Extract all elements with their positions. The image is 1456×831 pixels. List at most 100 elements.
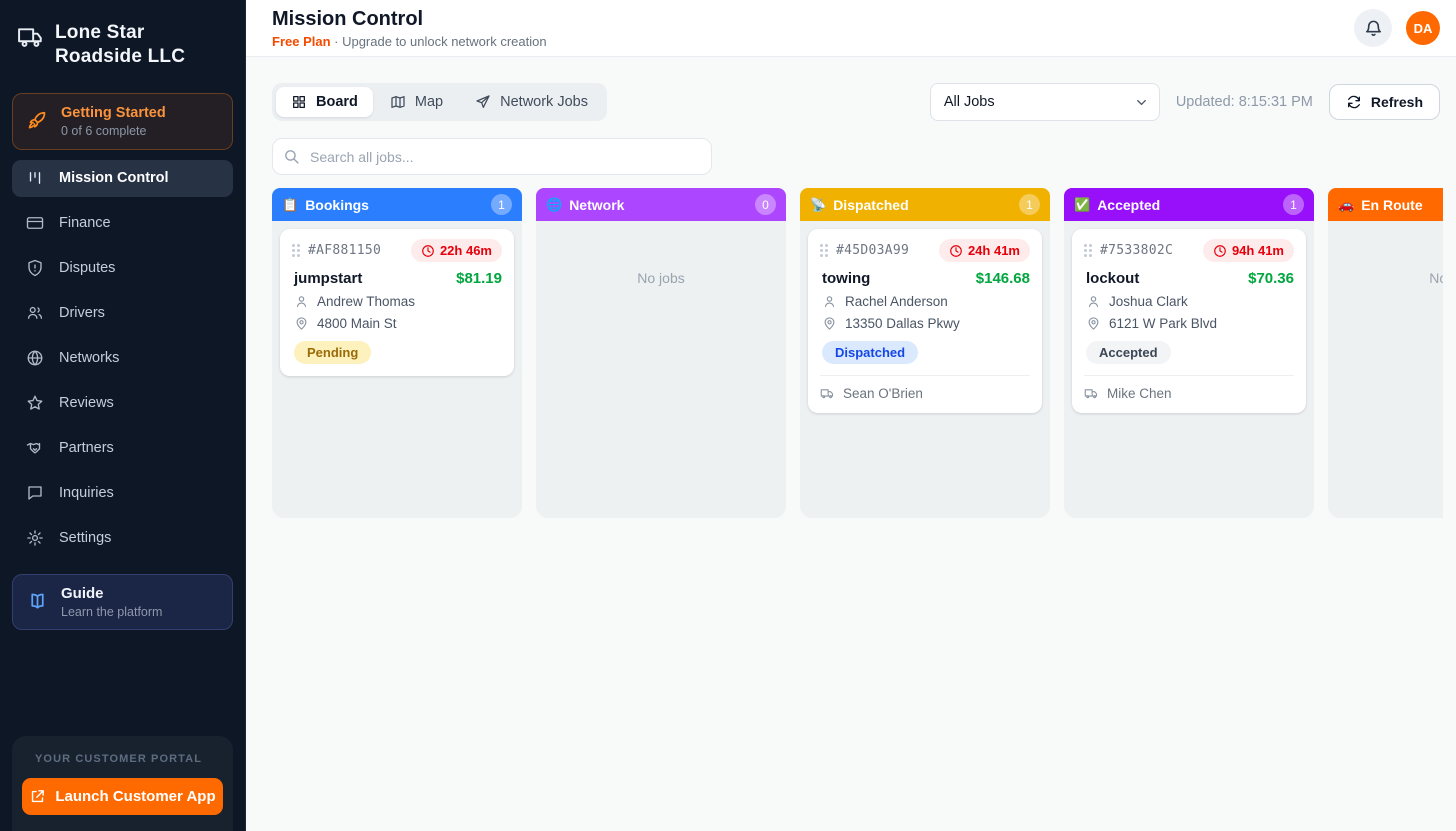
plan-upgrade-note: · Upgrade to unlock network creation bbox=[330, 33, 547, 49]
star-icon bbox=[26, 394, 44, 412]
column-title: En Route bbox=[1361, 196, 1423, 213]
column-emoji-icon: 🚗 bbox=[1338, 197, 1355, 212]
job-customer: Andrew Thomas bbox=[317, 294, 416, 309]
column-en-route: 🚗 En Route No jobs bbox=[1328, 188, 1443, 518]
column-accepted: ✅ Accepted 1 #7533802C 94h 41m lockout $70.36 J… bbox=[1064, 188, 1314, 518]
drag-handle-icon[interactable] bbox=[292, 244, 300, 257]
job-driver: Mike Chen bbox=[1107, 386, 1172, 401]
sidebar-item-mission-control[interactable]: Mission Control bbox=[12, 159, 233, 197]
sidebar-item-networks[interactable]: Networks bbox=[12, 340, 233, 377]
column-count-badge: 0 bbox=[755, 194, 776, 215]
column-count-badge: 1 bbox=[491, 194, 512, 215]
column-count-badge: 1 bbox=[1283, 194, 1304, 215]
sidebar-item-finance[interactable]: Finance bbox=[12, 205, 233, 242]
status-badge: Pending bbox=[294, 341, 372, 364]
toolbar: Board Map Network Jobs All Jobs Updated: 8… bbox=[272, 83, 1440, 121]
tab-network-jobs[interactable]: Network Jobs bbox=[460, 87, 603, 117]
column-count-badge: 1 bbox=[1019, 194, 1040, 215]
job-address: 4800 Main St bbox=[317, 316, 397, 331]
search-wrap bbox=[272, 138, 712, 175]
drag-handle-icon[interactable] bbox=[1084, 244, 1092, 257]
search-input[interactable] bbox=[272, 138, 712, 175]
plan-badge[interactable]: Free Plan bbox=[272, 33, 331, 49]
driver-row: Mike Chen bbox=[1084, 375, 1294, 401]
truck-icon bbox=[18, 25, 44, 51]
content-area: Board Map Network Jobs All Jobs Updated: 8… bbox=[246, 57, 1456, 831]
sidebar-item-reviews[interactable]: Reviews bbox=[12, 385, 233, 422]
sidebar-item-drivers[interactable]: Drivers bbox=[12, 295, 233, 332]
customer-portal-panel: YOUR CUSTOMER PORTAL Launch Customer App bbox=[12, 736, 233, 831]
timer-badge: 24h 41m bbox=[938, 239, 1030, 262]
job-customer: Joshua Clark bbox=[1109, 294, 1188, 309]
column-body: No jobs bbox=[1328, 221, 1443, 518]
sidebar: Lone Star Roadside LLC Getting Started 0… bbox=[0, 0, 246, 831]
timer-badge: 94h 41m bbox=[1202, 239, 1294, 262]
column-emoji-icon: 📋 bbox=[282, 197, 299, 212]
plan-line: Free Plan · Upgrade to unlock network cr… bbox=[272, 34, 547, 49]
refresh-button[interactable]: Refresh bbox=[1328, 84, 1440, 120]
job-card[interactable]: #45D03A99 24h 41m towing $146.68 Rachel Ande… bbox=[808, 229, 1042, 413]
guide-card[interactable]: Guide Learn the platform bbox=[12, 573, 233, 630]
jobs-filter-wrap: All Jobs bbox=[929, 83, 1160, 121]
kanban-icon bbox=[26, 169, 44, 187]
column-title: Dispatched bbox=[833, 196, 909, 213]
guide-title: Guide bbox=[61, 584, 104, 602]
pin-icon bbox=[1086, 316, 1101, 331]
job-card[interactable]: #7533802C 94h 41m lockout $70.36 Joshua Clar… bbox=[1072, 229, 1306, 413]
getting-started-card[interactable]: Getting Started 0 of 6 complete bbox=[12, 92, 233, 150]
message-icon bbox=[26, 484, 44, 502]
clock-icon bbox=[949, 244, 963, 258]
job-card[interactable]: #AF881150 22h 46m jumpstart $81.19 Andrew Th… bbox=[280, 229, 514, 376]
status-badge: Accepted bbox=[1086, 341, 1171, 364]
kanban-board: 📋 Bookings 1 #AF881150 22h 46m jumpstart $81.1… bbox=[272, 188, 1443, 518]
launch-customer-app-button[interactable]: Launch Customer App bbox=[22, 778, 223, 815]
job-price: $70.36 bbox=[1248, 270, 1294, 287]
empty-column-text: No jobs bbox=[1429, 270, 1443, 286]
column-title: Bookings bbox=[305, 196, 369, 213]
updated-timestamp: Updated: 8:15:31 PM bbox=[1175, 94, 1313, 110]
sidebar-item-label: Drivers bbox=[59, 305, 105, 322]
gear-icon bbox=[26, 529, 44, 547]
column-header: 📋 Bookings 1 bbox=[272, 188, 522, 221]
job-id: #45D03A99 bbox=[836, 243, 910, 258]
column-title: Accepted bbox=[1097, 196, 1161, 213]
person-icon bbox=[822, 294, 837, 309]
shield-alert-icon bbox=[26, 259, 44, 277]
top-header: Mission Control Free Plan · Upgrade to u… bbox=[246, 0, 1456, 57]
column-header: 🌐 Network 0 bbox=[536, 188, 786, 221]
job-driver: Sean O'Brien bbox=[843, 386, 923, 401]
tab-map[interactable]: Map bbox=[375, 87, 458, 117]
drag-handle-icon[interactable] bbox=[820, 244, 828, 257]
map-icon bbox=[390, 94, 406, 110]
job-service: jumpstart bbox=[294, 270, 363, 287]
column-emoji-icon: 📡 bbox=[810, 197, 827, 212]
sidebar-item-label: Mission Control bbox=[59, 170, 169, 187]
column-header: ✅ Accepted 1 bbox=[1064, 188, 1314, 221]
avatar[interactable]: DA bbox=[1406, 11, 1440, 45]
status-badge: Dispatched bbox=[822, 341, 919, 364]
sidebar-item-inquiries[interactable]: Inquiries bbox=[12, 475, 233, 512]
notifications-button[interactable] bbox=[1354, 9, 1392, 47]
sidebar-item-label: Networks bbox=[59, 350, 120, 367]
sidebar-item-settings[interactable]: Settings bbox=[12, 520, 233, 557]
driver-row: Sean O'Brien bbox=[820, 375, 1030, 401]
rocket-icon bbox=[27, 111, 48, 132]
view-tabs: Board Map Network Jobs bbox=[272, 83, 607, 121]
jobs-filter-select[interactable]: All Jobs bbox=[929, 83, 1160, 121]
sidebar-item-disputes[interactable]: Disputes bbox=[12, 250, 233, 287]
job-address: 6121 W Park Blvd bbox=[1109, 316, 1218, 331]
users-icon bbox=[26, 304, 44, 322]
empty-column-text: No jobs bbox=[637, 270, 685, 286]
column-body: #7533802C 94h 41m lockout $70.36 Joshua Clar… bbox=[1064, 221, 1314, 518]
person-icon bbox=[294, 294, 309, 309]
column-bookings: 📋 Bookings 1 #AF881150 22h 46m jumpstart $81.1… bbox=[272, 188, 522, 518]
column-dispatched: 📡 Dispatched 1 #45D03A99 24h 41m towing $146.6… bbox=[800, 188, 1050, 518]
column-header: 📡 Dispatched 1 bbox=[800, 188, 1050, 221]
job-customer: Rachel Anderson bbox=[845, 294, 948, 309]
tab-board[interactable]: Board bbox=[276, 87, 373, 117]
refresh-icon bbox=[1346, 94, 1362, 110]
sidebar-item-partners[interactable]: Partners bbox=[12, 430, 233, 467]
sidebar-item-label: Inquiries bbox=[59, 485, 114, 502]
sidebar-item-label: Partners bbox=[59, 440, 114, 457]
column-network: 🌐 Network 0 No jobs bbox=[536, 188, 786, 518]
